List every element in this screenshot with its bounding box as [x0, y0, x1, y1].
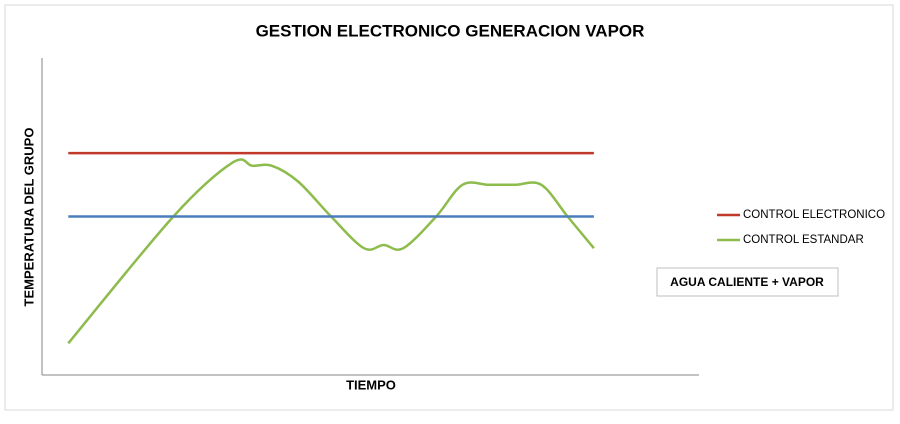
legend-label: CONTROL ELECTRONICO	[743, 209, 885, 221]
annotation: AGUA CALIENTE + VAPOR	[670, 275, 824, 289]
y-axis-label: TEMPERATURA DEL GRUPO	[21, 128, 36, 307]
annotation-box	[656, 267, 839, 297]
series-line	[67, 158, 595, 345]
legend-label: CONTROL ESTANDAR	[743, 234, 864, 246]
chart-border	[4, 4, 894, 411]
chart-title: GESTION ELECTRONICO GENERACION VAPOR	[256, 21, 645, 40]
x-axis-label: TIEMPO	[346, 377, 396, 392]
